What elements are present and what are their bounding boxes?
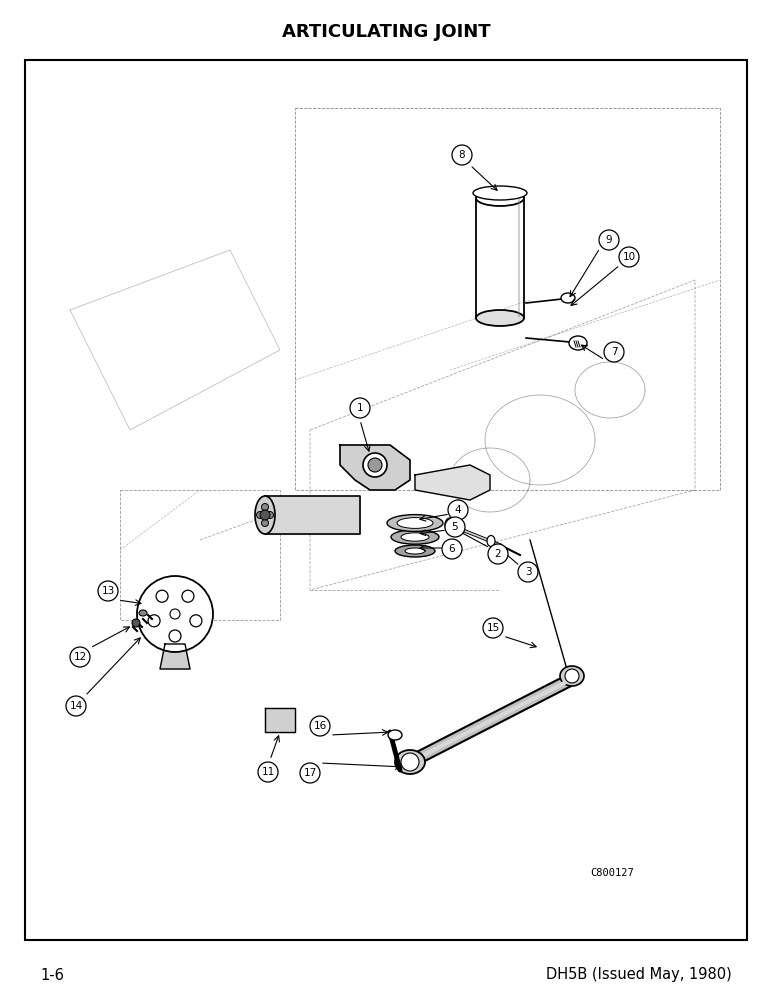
Ellipse shape <box>569 336 587 350</box>
Circle shape <box>448 500 468 520</box>
Circle shape <box>599 230 619 250</box>
Circle shape <box>137 576 213 652</box>
Text: DH5B (Issued May, 1980): DH5B (Issued May, 1980) <box>547 968 732 982</box>
Text: C800127: C800127 <box>590 868 634 878</box>
Text: 6: 6 <box>449 544 455 554</box>
Text: 13: 13 <box>101 586 114 596</box>
Text: 5: 5 <box>452 522 459 532</box>
Circle shape <box>256 512 263 518</box>
Ellipse shape <box>395 750 425 774</box>
Circle shape <box>350 398 370 418</box>
Text: 14: 14 <box>69 701 83 711</box>
Text: 15: 15 <box>486 623 499 633</box>
Ellipse shape <box>473 186 527 200</box>
Ellipse shape <box>388 730 402 740</box>
Ellipse shape <box>487 536 495 546</box>
Text: 7: 7 <box>611 347 618 357</box>
Polygon shape <box>265 496 360 534</box>
Circle shape <box>148 615 160 627</box>
Ellipse shape <box>476 190 524 206</box>
Circle shape <box>190 615 202 627</box>
Polygon shape <box>340 445 410 490</box>
Ellipse shape <box>561 293 575 303</box>
Circle shape <box>262 504 269 510</box>
Ellipse shape <box>395 545 435 557</box>
Text: 4: 4 <box>455 505 462 515</box>
Circle shape <box>132 619 140 627</box>
Ellipse shape <box>387 515 443 531</box>
Text: 11: 11 <box>262 767 275 777</box>
Ellipse shape <box>139 610 147 616</box>
Text: 8: 8 <box>459 150 466 160</box>
Polygon shape <box>415 465 490 500</box>
Text: 2: 2 <box>495 549 501 559</box>
Polygon shape <box>265 708 295 732</box>
Circle shape <box>442 539 462 559</box>
Text: 1-6: 1-6 <box>40 968 64 982</box>
Circle shape <box>266 512 273 518</box>
Circle shape <box>445 517 465 537</box>
Circle shape <box>310 716 330 736</box>
Circle shape <box>604 342 624 362</box>
Circle shape <box>401 753 419 771</box>
Circle shape <box>170 609 180 619</box>
Text: 9: 9 <box>606 235 612 245</box>
Ellipse shape <box>445 518 455 532</box>
Circle shape <box>70 647 90 667</box>
Circle shape <box>258 762 278 782</box>
Circle shape <box>565 669 579 683</box>
Circle shape <box>488 544 508 564</box>
Circle shape <box>619 247 639 267</box>
Polygon shape <box>160 644 190 669</box>
Circle shape <box>518 562 538 582</box>
Text: ARTICULATING JOINT: ARTICULATING JOINT <box>282 23 490 41</box>
Ellipse shape <box>560 666 584 686</box>
Bar <box>25 60 747 940</box>
Text: 17: 17 <box>303 768 317 778</box>
Circle shape <box>363 453 387 477</box>
Text: 3: 3 <box>525 567 531 577</box>
Text: 1: 1 <box>357 403 364 413</box>
Ellipse shape <box>405 548 425 554</box>
Text: 10: 10 <box>622 252 635 262</box>
Circle shape <box>368 458 382 472</box>
Circle shape <box>483 618 503 638</box>
Circle shape <box>300 763 320 783</box>
Circle shape <box>169 630 181 642</box>
Circle shape <box>66 696 86 716</box>
Ellipse shape <box>397 518 433 528</box>
Circle shape <box>156 590 168 602</box>
Circle shape <box>452 145 472 165</box>
Circle shape <box>98 581 118 601</box>
Circle shape <box>182 590 194 602</box>
Ellipse shape <box>401 533 429 541</box>
Ellipse shape <box>476 310 524 326</box>
Ellipse shape <box>391 530 439 544</box>
Ellipse shape <box>255 496 275 534</box>
Circle shape <box>262 520 269 526</box>
Circle shape <box>260 510 270 520</box>
Text: 16: 16 <box>313 721 327 731</box>
Text: 12: 12 <box>73 652 86 662</box>
